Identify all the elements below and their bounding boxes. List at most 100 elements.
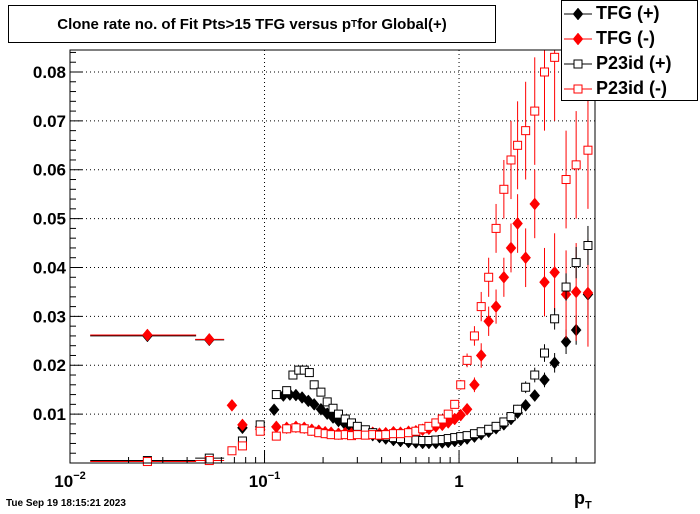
data-point	[520, 251, 531, 265]
chart-title: Clone rate no. of Fit Pts>15 TFG versus …	[8, 5, 496, 43]
legend-marker	[564, 84, 592, 94]
data-point	[304, 368, 314, 378]
data-point	[582, 286, 594, 300]
y-tick-label: 0.06	[33, 161, 66, 180]
plot-frame	[69, 49, 596, 464]
legend-symbol	[573, 59, 583, 69]
chart-grid	[70, 50, 595, 463]
data-point	[505, 241, 517, 255]
data-point	[326, 430, 336, 440]
data-point	[571, 160, 581, 170]
data-point	[308, 397, 320, 411]
data-point	[455, 408, 467, 422]
data-point	[539, 67, 549, 77]
data-point	[226, 398, 238, 412]
data-point	[491, 223, 501, 233]
chart-series	[90, 50, 594, 467]
x-tick-label: 1	[454, 472, 463, 491]
data-point	[360, 430, 370, 440]
data-point	[571, 258, 581, 268]
data-point	[469, 331, 479, 341]
chart-title-tail: for Global(+)	[357, 15, 447, 33]
legend-label: P23id (-)	[596, 78, 668, 98]
data-point	[271, 390, 281, 400]
data-point	[299, 424, 309, 434]
data-point	[560, 335, 572, 349]
series-3	[90, 50, 593, 467]
data-point	[461, 402, 473, 416]
data-point	[490, 300, 502, 313]
data-point	[539, 275, 550, 289]
legend-label: P23id (+)	[596, 53, 672, 73]
data-point	[520, 398, 531, 412]
legend-symbol	[572, 32, 584, 46]
data-point	[476, 302, 486, 312]
chart-legend: TFG (+) TFG (-) P23id (+) P23id (-)	[561, 0, 698, 101]
data-point	[521, 126, 531, 136]
data-point	[475, 349, 487, 362]
data-point	[570, 285, 582, 299]
data-point	[309, 380, 319, 390]
y-tick-label: 0.03	[33, 307, 66, 326]
data-point	[271, 431, 281, 441]
data-point	[530, 370, 540, 380]
legend-marker	[564, 7, 592, 21]
data-point	[450, 399, 460, 409]
data-point	[583, 241, 593, 251]
data-point	[499, 417, 509, 427]
legend-item-1: TFG (-)	[562, 27, 699, 52]
y-tick-label: 0.02	[33, 356, 66, 375]
data-point	[530, 106, 540, 116]
y-tick-label: 0.08	[33, 63, 66, 82]
legend-label: TFG (-)	[596, 28, 655, 48]
y-tick-label: 0.01	[33, 405, 66, 424]
data-point	[506, 155, 516, 165]
data-point	[561, 282, 571, 292]
data-point	[484, 272, 494, 282]
legend-label: TFG (+)	[596, 3, 660, 23]
data-point	[381, 430, 391, 440]
legend-item-3: P23id (-)	[562, 77, 699, 102]
data-point	[550, 52, 560, 62]
data-point	[462, 355, 472, 365]
data-point	[583, 145, 593, 155]
data-point	[437, 414, 447, 424]
data-point	[476, 427, 486, 437]
data-point	[352, 421, 362, 431]
x-axis-title-main: p	[574, 488, 585, 508]
data-point	[291, 423, 301, 433]
data-point	[395, 429, 405, 439]
legend-symbol	[572, 7, 584, 21]
data-point	[352, 430, 362, 440]
x-tick-label: 10−2	[54, 470, 85, 491]
legend-marker	[564, 32, 592, 46]
data-point	[268, 403, 280, 417]
data-point	[513, 140, 523, 150]
data-point	[462, 431, 472, 441]
x-axis-title-subscript: T	[585, 499, 592, 512]
data-point	[521, 382, 531, 392]
legend-symbol	[573, 84, 583, 94]
data-point	[142, 457, 152, 467]
timestamp: Tue Sep 19 18:15:21 2023	[6, 498, 126, 509]
data-point	[322, 397, 332, 407]
data-point	[539, 373, 550, 387]
legend-item-0: TFG (+)	[562, 2, 699, 27]
data-point	[539, 348, 549, 358]
data-point	[549, 265, 560, 279]
y-tick-label: 0.04	[33, 258, 67, 277]
data-point	[316, 387, 326, 397]
data-point	[227, 446, 237, 456]
data-point	[484, 424, 494, 434]
y-tick-label: 0.07	[33, 112, 66, 131]
data-point	[456, 380, 466, 390]
data-point	[237, 441, 247, 451]
data-point	[204, 456, 214, 466]
legend-marker	[564, 59, 592, 69]
data-point	[499, 184, 509, 194]
data-point	[282, 424, 292, 434]
data-point	[498, 270, 510, 284]
data-point	[483, 314, 494, 328]
data-point	[282, 386, 292, 396]
data-point	[203, 332, 215, 346]
